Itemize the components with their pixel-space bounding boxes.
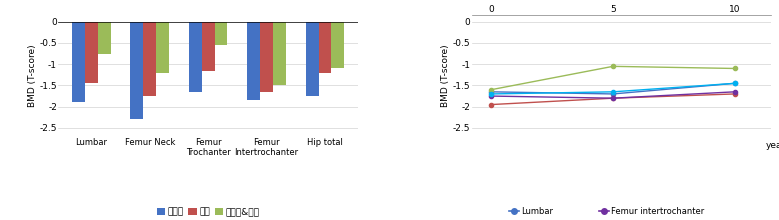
Lumbar — [608, 93, 618, 95]
Legend: Lumbar, Femur neck, Femur trochanter, Femur intertrochanter, Hip total: Lumbar, Femur neck, Femur trochanter, Fe… — [506, 204, 708, 220]
Bar — [189, 22, 202, 92]
Bar — [85, 22, 97, 83]
Bar — [72, 22, 85, 103]
Bar — [273, 22, 286, 85]
Femur neck — [608, 97, 618, 99]
Lumbar — [487, 90, 496, 93]
Text: year: year — [766, 141, 779, 150]
Femur intertrochanter — [608, 97, 618, 99]
Bar — [156, 22, 169, 73]
Hip total — [730, 82, 739, 85]
Femur intertrochanter — [487, 95, 496, 97]
Lumbar — [730, 82, 739, 85]
Bar — [305, 22, 319, 96]
Bar — [260, 22, 273, 92]
Bar — [97, 22, 111, 54]
Y-axis label: BMD (T-score): BMD (T-score) — [441, 45, 450, 107]
Bar — [143, 22, 156, 96]
Femur trochanter — [730, 67, 739, 70]
Line: Femur neck: Femur neck — [489, 92, 737, 107]
Line: Hip total: Hip total — [489, 81, 737, 96]
Line: Femur trochanter: Femur trochanter — [489, 64, 737, 92]
Bar — [130, 22, 143, 119]
Line: Lumbar: Lumbar — [489, 81, 737, 96]
Y-axis label: BMD (T-score): BMD (T-score) — [27, 45, 37, 107]
Bar — [202, 22, 214, 71]
Legend: 저체중, 정상, 과체중&비만: 저체중, 정상, 과체중&비만 — [153, 204, 263, 220]
Femur neck — [487, 103, 496, 106]
Hip total — [608, 90, 618, 93]
Bar — [247, 22, 260, 100]
Line: Femur intertrochanter: Femur intertrochanter — [489, 90, 737, 100]
Femur neck — [730, 93, 739, 95]
Bar — [214, 22, 227, 45]
Femur intertrochanter — [730, 90, 739, 93]
Femur trochanter — [487, 88, 496, 91]
Hip total — [487, 93, 496, 95]
Femur trochanter — [608, 65, 618, 68]
Bar — [331, 22, 344, 68]
Bar — [319, 22, 331, 73]
